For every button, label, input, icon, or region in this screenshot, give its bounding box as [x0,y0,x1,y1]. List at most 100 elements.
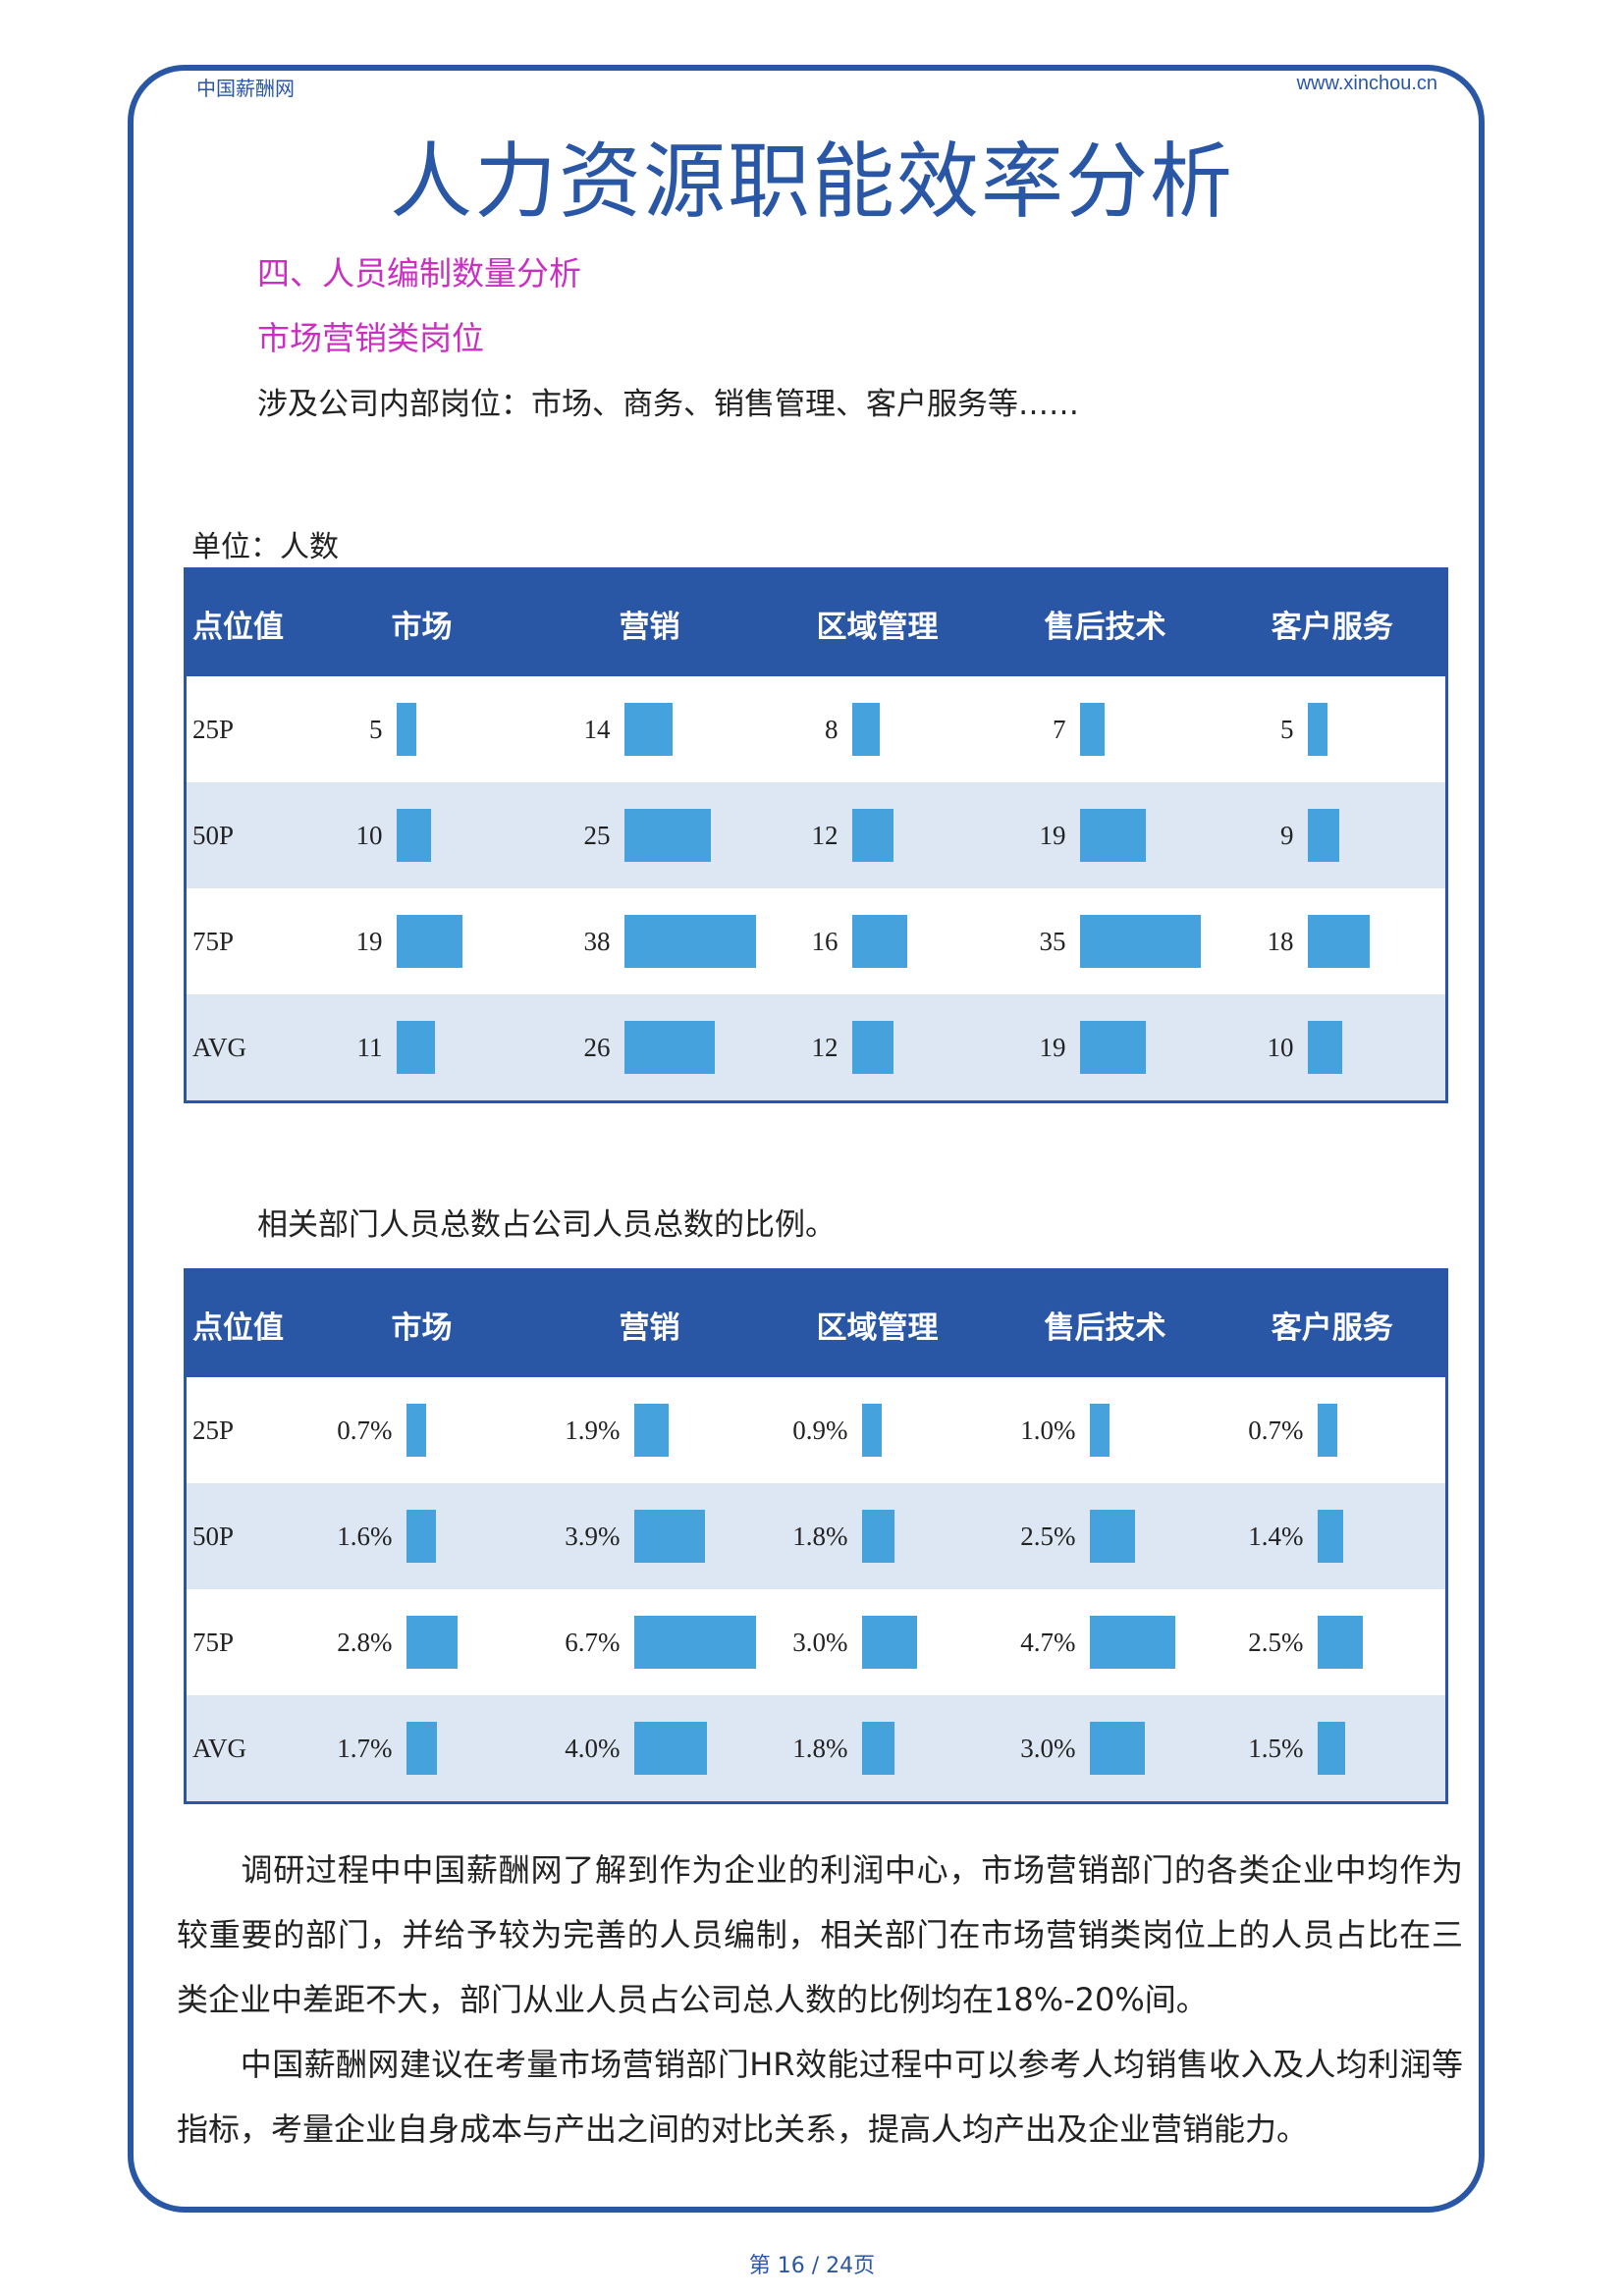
cell-value: 1.9% [565,1415,621,1445]
value-bar [1317,1510,1343,1563]
cell-value: 0.7% [1248,1415,1304,1445]
column-header: 点位值 [185,1269,308,1377]
value-bar [1307,809,1339,862]
row-label: 25P [192,714,235,744]
ratio-table: 点位值 市场 营销 区域管理 售后技术 客户服务 25P 0.7% 1.9% 0.9%… [184,1268,1448,1804]
column-header: 营销 [535,568,764,676]
data-cell: 11 [307,994,536,1102]
data-cell: 3.0% [764,1589,992,1695]
data-cell: 26 [535,994,764,1102]
cell-value: 1.7% [337,1733,393,1763]
page-border [128,65,1485,2213]
analysis-paragraph-2: 中国薪酬网建议在考量市场营销部门HR效能过程中可以参考人均销售收入及人均利润等指… [177,2046,1463,2148]
data-cell: 0.7% [1219,1377,1447,1483]
column-header: 区域管理 [763,568,992,676]
cell-value: 1.0% [1020,1415,1076,1445]
row-label: AVG [185,994,308,1102]
cell-value: 11 [356,1032,383,1062]
cell-value: 38 [583,926,611,956]
cell-value: 26 [583,1032,611,1062]
subsection-heading: 市场营销类岗位 [257,319,484,357]
table-row: 25P 0.7% 1.9% 0.9% 1.0% 0.7% [186,1377,1447,1483]
column-header: 售后技术 [991,568,1219,676]
data-cell: 5 [1219,676,1447,782]
value-bar [633,1510,705,1563]
value-bar [861,1616,917,1669]
cell-value: 5 [1280,714,1294,744]
data-cell: 19 [991,782,1219,888]
header-url[interactable]: www.xinchou.cn [1296,73,1437,94]
value-bar [396,809,431,862]
cell-value: 9 [1280,820,1294,850]
value-bar [396,703,416,756]
data-cell: 1.8% [763,1483,992,1589]
value-bar [406,1404,426,1457]
value-bar [1089,1510,1135,1563]
value-bar [633,1722,707,1775]
cell-value: 16 [811,926,839,956]
data-cell: 35 [992,888,1219,994]
value-bar [1089,1722,1145,1775]
data-cell: 19 [308,888,536,994]
table-row: AVG 11 26 12 19 10 [185,994,1447,1102]
value-bar [633,1616,756,1669]
value-bar [851,703,880,756]
cell-value: 10 [355,820,383,850]
row-label: 75P [192,926,235,956]
value-bar [623,809,711,862]
page-number: 第 16 / 24页 [748,2254,876,2278]
column-header: 市场 [307,568,536,676]
data-cell: 6.7% [536,1589,764,1695]
page-title: 人力资源职能效率分析 [389,133,1234,230]
cell-value: 3.9% [565,1521,621,1551]
data-cell: 1.0% [992,1377,1219,1483]
data-cell: 10 [1218,994,1447,1102]
data-cell: 2.5% [1219,1589,1447,1695]
table-header-row: 点位值 市场 营销 区域管理 售后技术 客户服务 [185,1269,1447,1377]
value-bar [851,915,907,968]
data-cell: 5 [308,676,536,782]
column-header: 客户服务 [1218,1269,1447,1377]
table-header-row: 点位值 市场 营销 区域管理 售后技术 客户服务 [185,568,1447,676]
ratio-caption: 相关部门人员总数占公司人员总数的比例。 [257,1207,836,1243]
value-bar [396,1021,435,1074]
data-cell: 12 [763,994,992,1102]
table-row: 50P 1.6% 3.9% 1.8% 2.5% 1.4% [185,1483,1447,1589]
value-bar [1307,915,1370,968]
data-cell: 1.7% [307,1695,536,1803]
column-header: 点位值 [185,568,308,676]
value-bar [623,703,673,756]
column-header: 市场 [307,1269,536,1377]
cell-value: 4.7% [1020,1627,1076,1657]
data-cell: 19 [991,994,1219,1102]
data-cell: 1.6% [307,1483,536,1589]
header-site-name: 中国薪酬网 [196,77,295,100]
row-label: 25P [192,1415,235,1445]
row-label: AVG [185,1695,308,1803]
table-row: 75P 2.8% 6.7% 3.0% 4.7% 2.5% [186,1589,1447,1695]
value-bar [396,915,462,968]
table-row: 50P 10 25 12 19 9 [185,782,1447,888]
cell-value: 18 [1267,926,1294,956]
value-bar [851,1021,893,1074]
analysis-paragraph-1: 调研过程中中国薪酬网了解到作为企业的利润中心，市场营销部门的各类企业中均作为较重… [177,1851,1463,2018]
value-bar [1079,703,1105,756]
data-cell: 1.9% [536,1377,764,1483]
value-bar [861,1404,882,1457]
data-cell: 10 [307,782,536,888]
cell-value: 14 [583,714,611,744]
data-cell: 0.7% [308,1377,536,1483]
column-header: 售后技术 [991,1269,1219,1377]
data-cell: 9 [1218,782,1447,888]
value-bar [1089,1616,1175,1669]
cell-value: 12 [811,820,839,850]
table-row: 75P 19 38 16 35 18 [186,888,1447,994]
data-cell: 7 [992,676,1219,782]
headcount-table: 点位值 市场 营销 区域管理 售后技术 客户服务 25P 5 14 8 7 5 50P 10 2… [184,567,1448,1103]
data-cell: 18 [1219,888,1447,994]
cell-value: 4.0% [565,1733,621,1763]
cell-value: 19 [1039,820,1066,850]
cell-value: 19 [355,926,383,956]
data-cell: 8 [764,676,992,782]
cell-value: 8 [825,714,839,744]
